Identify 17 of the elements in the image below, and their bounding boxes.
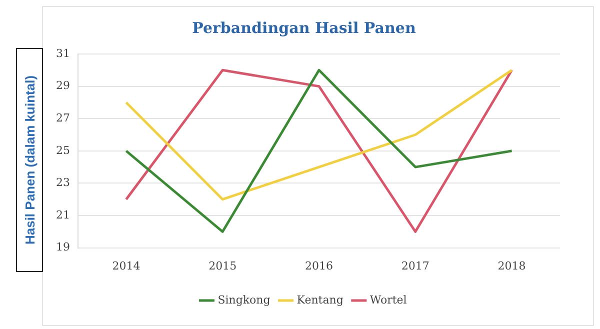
legend-label: Wortel [370,293,408,306]
y-tick-label: 19 [56,240,70,254]
x-tick-label: 2014 [112,259,140,272]
chart-title: Perbandingan Hasil Panen [192,18,416,37]
x-tick-label: 2016 [305,259,333,272]
y-tick-label: 21 [56,208,70,222]
y-tick-label: 31 [56,46,70,60]
x-tick-label: 2015 [208,259,237,272]
y-tick-label: 29 [56,79,70,92]
y-axis-title: Hasil Panen (dalam kuintal) [22,75,37,245]
x-tick-label: 2017 [401,259,430,272]
y-tick-label: 27 [56,111,70,124]
x-tick-label: 2018 [498,259,526,272]
legend-label: Singkong [218,293,270,306]
legend-label: Kentang [296,293,344,306]
y-tick-label: 23 [56,176,70,190]
y-tick-label: 25 [56,144,70,157]
